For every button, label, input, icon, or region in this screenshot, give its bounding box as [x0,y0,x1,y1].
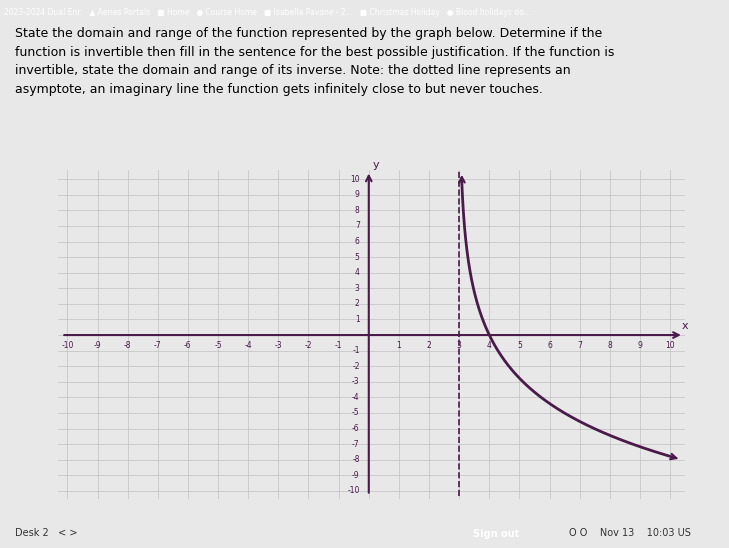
Text: -6: -6 [184,340,192,350]
Text: -7: -7 [352,439,359,449]
Text: 2: 2 [426,340,432,350]
Text: 10: 10 [666,340,675,350]
Text: -5: -5 [352,408,359,418]
Text: 10: 10 [350,175,359,184]
Text: 2: 2 [355,299,359,309]
Text: Sign out: Sign out [472,529,519,539]
Text: 3: 3 [355,284,359,293]
Text: 1: 1 [355,315,359,324]
Text: -10: -10 [61,340,74,350]
Text: 6: 6 [355,237,359,246]
Text: State the domain and range of the function represented by the graph below. Deter: State the domain and range of the functi… [15,27,614,96]
Text: -7: -7 [154,340,162,350]
Text: -8: -8 [124,340,131,350]
Text: -3: -3 [275,340,282,350]
Text: y: y [373,160,380,170]
Text: 4: 4 [355,268,359,277]
Text: -6: -6 [352,424,359,433]
Text: 9: 9 [355,190,359,199]
Text: O O    Nov 13    10:03 US: O O Nov 13 10:03 US [569,528,690,538]
Text: 9: 9 [638,340,642,350]
Text: -4: -4 [244,340,252,350]
Text: 2023-2024 Dual Enr.   ▲ Aeries Portals   ■ Home   ● Course Home   ■ Isabella Pav: 2023-2024 Dual Enr. ▲ Aeries Portals ■ H… [4,8,531,17]
Text: 5: 5 [517,340,522,350]
Text: 3: 3 [457,340,461,350]
Text: -10: -10 [347,487,359,495]
Text: 4: 4 [487,340,492,350]
Text: -1: -1 [335,340,343,350]
Text: -3: -3 [352,378,359,386]
Text: Desk 2   < >: Desk 2 < > [15,528,77,538]
Text: -4: -4 [352,393,359,402]
Text: 5: 5 [355,253,359,261]
Text: 1: 1 [397,340,401,350]
Text: -1: -1 [352,346,359,355]
Text: -9: -9 [352,471,359,480]
Text: -5: -5 [214,340,222,350]
Text: -8: -8 [352,455,359,464]
Text: x: x [682,321,689,330]
Text: -9: -9 [94,340,101,350]
Text: 8: 8 [355,206,359,215]
Text: -2: -2 [305,340,312,350]
Text: 7: 7 [577,340,582,350]
Text: -2: -2 [352,362,359,371]
Text: 8: 8 [607,340,612,350]
Text: 7: 7 [355,221,359,231]
Text: 6: 6 [547,340,552,350]
